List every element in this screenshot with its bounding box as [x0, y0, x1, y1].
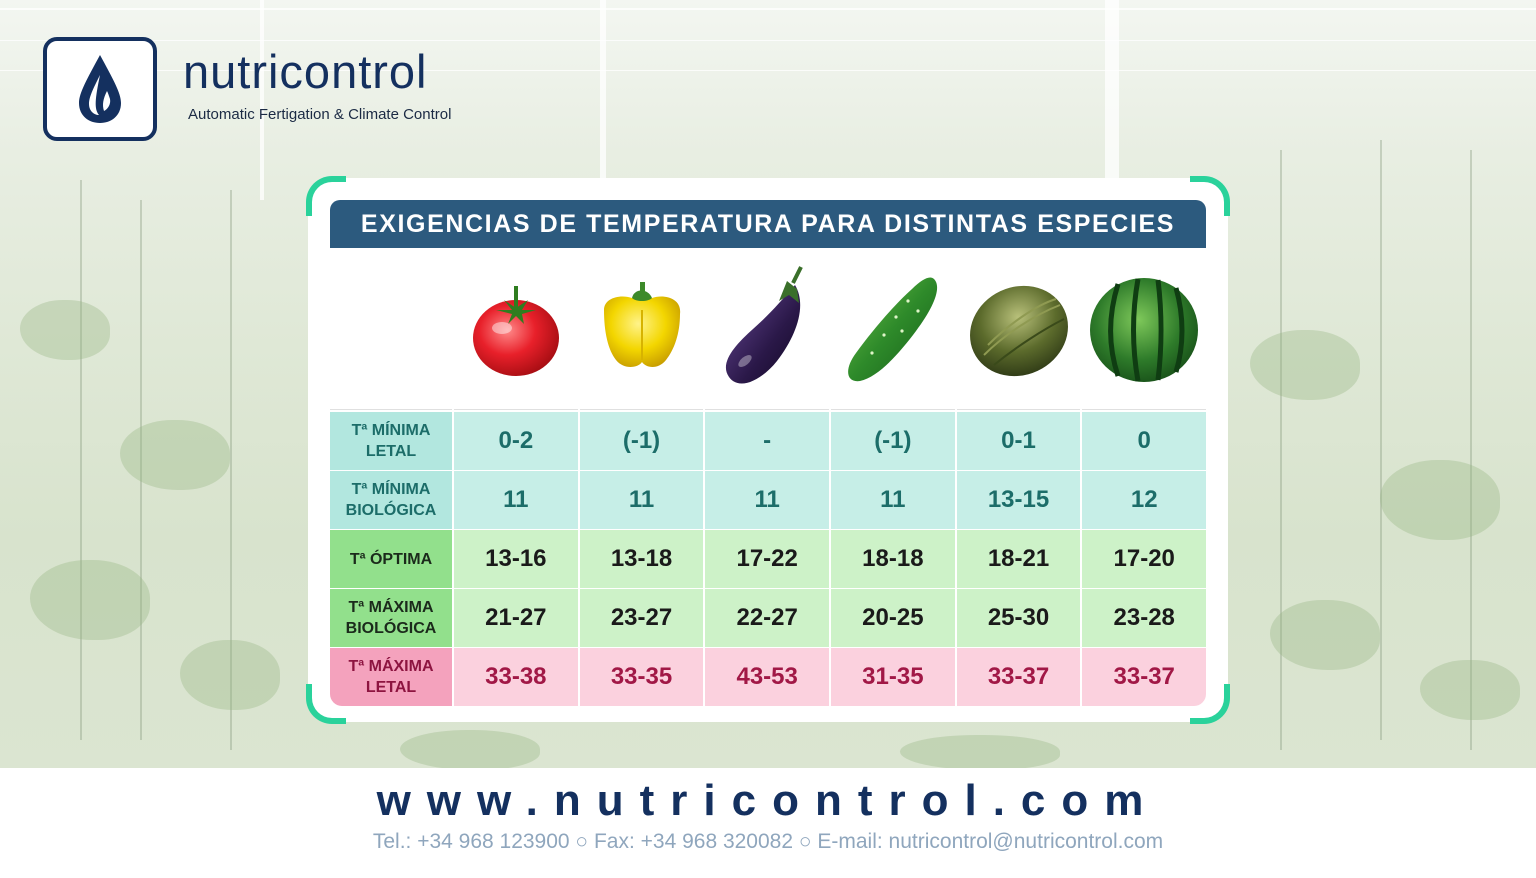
value-cell: 33-35	[579, 648, 704, 706]
watermelon-icon	[1090, 277, 1199, 382]
melon-icon	[969, 285, 1068, 376]
value-cell: 18-18	[831, 530, 955, 588]
value-cell: 0-2	[454, 412, 578, 470]
row-label: Tª MÍNIMA LETAL	[330, 412, 452, 470]
row-minima-biologica: Tª MÍNIMA BIOLÓGICA 11 11 11 11 13-15 12	[330, 471, 1207, 529]
value-cell: 12	[1082, 471, 1207, 529]
row-label: Tª ÓPTIMA	[330, 530, 452, 588]
value-cell: 21-27	[454, 589, 578, 647]
row-optima: Tª ÓPTIMA 13-16 13-18 17-22 18-18 18-21 …	[330, 530, 1207, 588]
eggplant-icon	[726, 265, 803, 384]
value-cell: 13-18	[579, 530, 704, 588]
value-cell: 33-37	[956, 648, 1081, 706]
value-cell: 17-20	[1082, 530, 1207, 588]
brand-logo	[43, 37, 157, 141]
temperature-table-card: EXIGENCIAS DE TEMPERATURA PARA DISTINTAS…	[306, 176, 1230, 724]
value-cell: 11	[579, 471, 704, 529]
website-url[interactable]: www.nutricontrol.com	[376, 776, 1160, 825]
value-cell: 31-35	[831, 648, 955, 706]
value-cell: 33-37	[1082, 648, 1207, 706]
row-label: Tª MÁXIMA LETAL	[330, 648, 452, 706]
corner-accent	[1190, 176, 1230, 216]
table-title-bar: EXIGENCIAS DE TEMPERATURA PARA DISTINTAS…	[330, 200, 1206, 248]
watermelon-cell	[1082, 250, 1207, 410]
pepper-cell	[579, 250, 704, 410]
value-cell: 11	[454, 471, 578, 529]
value-cell: 18-21	[956, 530, 1081, 588]
row-maxima-letal: Tª MÁXIMA LETAL 33-38 33-35 43-53 31-35 3…	[330, 648, 1207, 706]
value-cell: 22-27	[705, 589, 830, 647]
brand-tagline: Automatic Fertigation & Climate Control	[188, 106, 452, 123]
value-cell: 11	[705, 471, 830, 529]
corner-accent	[1190, 684, 1230, 724]
cucumber-cell	[831, 250, 955, 410]
value-cell: 0	[1082, 412, 1207, 470]
value-cell: 20-25	[831, 589, 955, 647]
value-cell: 23-28	[1082, 589, 1207, 647]
temperature-table: Tª MÍNIMA LETAL 0-2 (-1) - (-1) 0-1 0 Tª …	[330, 250, 1207, 707]
cucumber-icon	[847, 276, 937, 381]
row-label: Tª MÍNIMA BIOLÓGICA	[330, 471, 452, 529]
value-cell: 33-38	[454, 648, 578, 706]
eggplant-cell	[705, 250, 830, 410]
value-cell: 11	[831, 471, 955, 529]
table-title: EXIGENCIAS DE TEMPERATURA PARA DISTINTAS…	[360, 209, 1176, 238]
row-label: Tª MÁXIMA BIOLÓGICA	[330, 589, 452, 647]
row-minima-letal: Tª MÍNIMA LETAL 0-2 (-1) - (-1) 0-1 0	[330, 412, 1207, 470]
value-cell: (-1)	[579, 412, 704, 470]
water-drop-icon	[79, 55, 121, 123]
pepper-icon	[603, 281, 680, 367]
value-cell: 43-53	[705, 648, 830, 706]
value-cell: 23-27	[579, 589, 704, 647]
value-cell: 13-16	[454, 530, 578, 588]
row-maxima-biologica: Tª MÁXIMA BIOLÓGICA 21-27 23-27 22-27 20-…	[330, 589, 1207, 647]
tomato-cell	[454, 250, 578, 410]
value-cell: -	[705, 412, 830, 470]
value-cell: 13-15	[956, 471, 1081, 529]
corner-accent	[306, 684, 346, 724]
value-cell: 25-30	[956, 589, 1081, 647]
corner-accent	[306, 176, 346, 216]
tomato-icon	[472, 285, 559, 376]
melon-cell	[956, 250, 1081, 410]
crop-images-row	[330, 250, 1207, 410]
value-cell: 17-22	[705, 530, 830, 588]
empty-header-cell	[330, 250, 452, 410]
contact-info: Tel.: +34 968 123900 ○ Fax: +34 968 3200…	[372, 830, 1164, 853]
value-cell: 0-1	[956, 412, 1081, 470]
value-cell: (-1)	[831, 412, 955, 470]
brand-name: nutricontrol	[183, 45, 428, 98]
